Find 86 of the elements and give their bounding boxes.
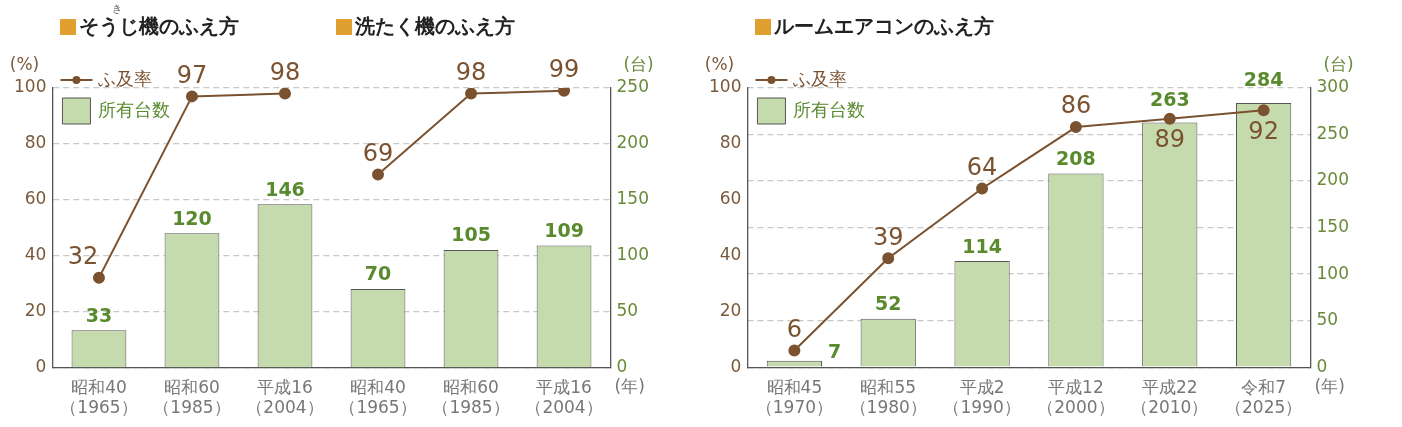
y2-tick-label: 150 (616, 188, 650, 209)
data-label: 70 (364, 262, 392, 285)
x-tick-label: 平成16 （2004） (246, 376, 324, 418)
data-label: 284 (1243, 68, 1284, 91)
x-tick-label: 平成22 （2010） (1131, 376, 1209, 418)
point (976, 182, 989, 195)
x-tick-label: 昭和55 （1980） (849, 376, 927, 418)
y2-tick-label: 100 (1316, 262, 1350, 283)
y-tick-label: 0 (35, 355, 47, 376)
x-tick-label: 昭和45 （1970） (755, 376, 834, 418)
y2-tick-label: 300 (1316, 76, 1350, 97)
y-tick-label: 80 (719, 132, 742, 153)
x-tick-label: 昭和40 （1965） (60, 376, 138, 418)
y-tick-label: 60 (719, 188, 742, 209)
legend-label: 所有台数 (793, 98, 866, 120)
y-axis-title: (%) (9, 53, 40, 74)
x-tick-label: 平成12 （2000） (1037, 376, 1115, 418)
point (278, 88, 291, 100)
y2-tick-label: 200 (616, 132, 650, 153)
data-label: 99 (548, 55, 580, 84)
data-label: 52 (875, 292, 902, 315)
y-tick-label: 0 (730, 355, 742, 376)
point (185, 90, 198, 103)
data-label: 39 (872, 222, 904, 251)
text: き (112, 2, 122, 16)
y2-axis-title: (台) (623, 53, 654, 74)
point (1163, 112, 1176, 125)
data-label: 114 (962, 234, 1002, 257)
data-label: 32 (67, 242, 99, 271)
y-tick-label: 100 (708, 76, 742, 97)
y2-tick-label: 100 (616, 243, 650, 264)
y2-tick-label: 250 (1316, 122, 1350, 143)
point (788, 344, 801, 357)
data-label: 98 (455, 57, 487, 86)
data-label: 89 (1154, 124, 1186, 153)
data-label: 105 (451, 223, 491, 246)
data-label: 64 (966, 152, 998, 181)
data-label: 7 (828, 340, 842, 363)
data-label: 33 (85, 303, 113, 326)
y2-tick-label: 200 (1316, 169, 1350, 190)
y-tick-label: 40 (24, 243, 47, 264)
data-label: 97 (176, 60, 208, 89)
data-label: 86 (1060, 91, 1092, 120)
y2-tick-label: 0 (616, 355, 628, 376)
y-axis-title: (%) (704, 53, 735, 74)
y2-tick-label: 50 (616, 299, 639, 320)
x-tick-label: 令和7 （2025） (1224, 376, 1303, 418)
point (92, 271, 105, 284)
point (372, 168, 385, 181)
y-tick-label: 40 (719, 243, 742, 264)
data-label: 146 (265, 177, 305, 200)
y2-axis-title: (台) (1323, 53, 1354, 74)
point (1257, 104, 1270, 117)
x-axis-title: (年) (614, 376, 645, 397)
x-tick-label: 昭和60 （1985） (153, 376, 231, 418)
data-label: 263 (1149, 87, 1190, 110)
chart-title: ルームエアコンのふえ方 (774, 14, 994, 38)
data-label: 98 (269, 57, 301, 86)
legend-label: ふ及率 (792, 67, 848, 89)
x-axis-title: (年) (1314, 376, 1345, 397)
point (882, 252, 895, 265)
data-label: 109 (544, 218, 584, 241)
data-label: 6 (786, 314, 803, 343)
y2-tick-label: 250 (616, 76, 650, 97)
y-tick-label: 20 (719, 299, 742, 320)
y-tick-label: 80 (24, 132, 47, 153)
x-tick-label: 平成2 （1990） (943, 376, 1021, 418)
chart-title: そうじ機のふえ方 (79, 14, 239, 38)
y-tick-label: 100 (13, 76, 47, 97)
legend-label: 所有台数 (98, 98, 171, 120)
chart-subtitle: 洗たく機のふえ方 (354, 14, 515, 38)
y-tick-label: 20 (24, 299, 47, 320)
data-label: 208 (1056, 147, 1096, 170)
x-tick-label: 昭和40 （1965） (339, 376, 417, 418)
y2-tick-label: 0 (1316, 355, 1328, 376)
x-tick-label: 昭和60 （1985） (432, 376, 510, 418)
y2-tick-label: 50 (1316, 309, 1339, 330)
data-label: 120 (172, 206, 212, 229)
data-label: 92 (1248, 116, 1279, 145)
y-tick-label: 60 (24, 188, 47, 209)
data-label: 69 (362, 138, 394, 167)
point (465, 88, 478, 100)
legend-label: ふ及率 (97, 67, 153, 89)
y2-tick-label: 150 (1316, 216, 1350, 237)
point (1069, 121, 1082, 134)
x-tick-label: 平成16 （2004） (525, 376, 603, 418)
